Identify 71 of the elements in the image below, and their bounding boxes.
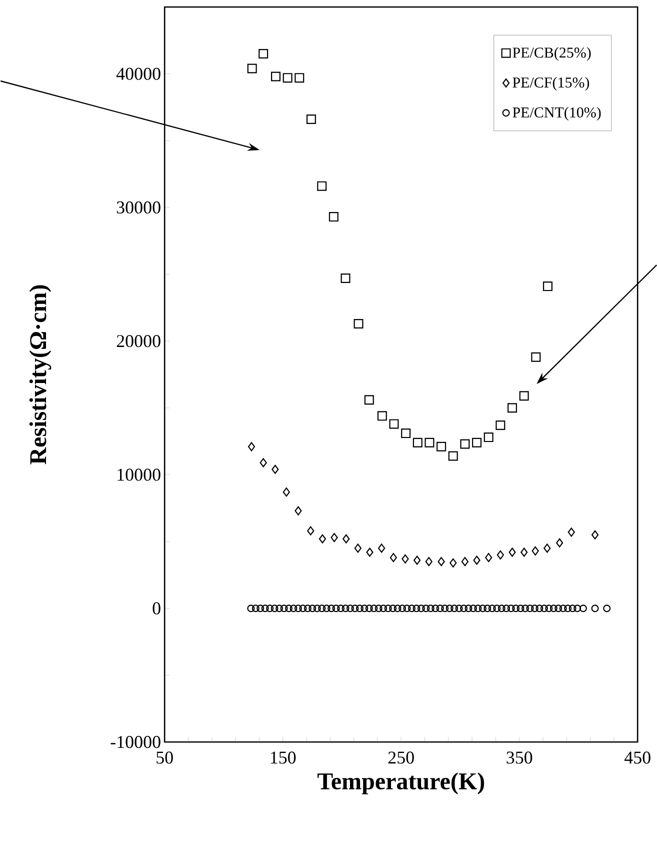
- point: [436, 442, 446, 452]
- point: [294, 506, 302, 516]
- x-tick-label: 450: [624, 752, 650, 764]
- point: [342, 534, 350, 544]
- point: [484, 553, 492, 562]
- point: [317, 181, 327, 191]
- y-tick-label: -10000: [110, 736, 160, 748]
- point: [472, 438, 482, 448]
- point: [318, 534, 326, 544]
- point: [424, 438, 434, 448]
- point: [461, 557, 468, 566]
- legend-label: PE/CNT(10%): [512, 106, 601, 121]
- x-tick-label: 150: [270, 752, 296, 764]
- point: [531, 352, 541, 362]
- point: [402, 554, 409, 564]
- point: [591, 530, 598, 540]
- point: [425, 557, 432, 566]
- point: [532, 546, 539, 556]
- point: [496, 420, 506, 430]
- point: [438, 557, 445, 566]
- point: [520, 548, 528, 557]
- point: [282, 73, 292, 83]
- point: [400, 428, 410, 438]
- point: [519, 391, 529, 401]
- point: [460, 439, 470, 449]
- point: [473, 556, 480, 565]
- legend-label: PE/CF(15%): [512, 77, 589, 91]
- x-tick-label: 350: [506, 752, 532, 764]
- point: [378, 544, 386, 553]
- point: [364, 395, 374, 405]
- point: [306, 526, 314, 536]
- x-axis-title: Temperature(K): [317, 772, 484, 794]
- x-tick-label: 250: [388, 752, 414, 764]
- point: [282, 488, 290, 497]
- y-tick-label: 20000: [116, 335, 160, 348]
- point: [449, 558, 457, 568]
- point: [328, 212, 338, 222]
- point: [568, 528, 575, 537]
- point: [496, 550, 504, 560]
- y-tick-label: 10000: [118, 468, 160, 481]
- y-tick-label: 30000: [116, 201, 160, 214]
- point: [354, 544, 362, 553]
- point: [306, 114, 316, 124]
- point: [270, 72, 280, 82]
- point: [412, 438, 422, 448]
- point: [366, 548, 374, 557]
- point: [507, 403, 517, 413]
- x-tick-label: 50: [156, 752, 173, 764]
- point: [556, 538, 564, 548]
- point: [390, 553, 397, 562]
- y-tick-label: 0: [152, 602, 160, 614]
- point: [484, 432, 494, 442]
- point: [448, 451, 458, 461]
- point: [508, 548, 516, 557]
- point: [389, 419, 399, 429]
- point: [340, 274, 350, 284]
- point: [294, 73, 304, 83]
- y-tick-label: 40000: [116, 68, 160, 80]
- point: [258, 49, 268, 59]
- y-axis-title: Resistivity(Ω·cm): [29, 285, 52, 464]
- point: [354, 318, 364, 328]
- point: [413, 556, 421, 565]
- point: [248, 442, 255, 452]
- point: [543, 544, 551, 553]
- point: [272, 464, 279, 474]
- point: [542, 282, 552, 292]
- point: [330, 532, 338, 542]
- legend-label: PE/CB(25%): [512, 47, 591, 61]
- point: [260, 458, 267, 468]
- point: [247, 64, 257, 74]
- point: [377, 411, 387, 421]
